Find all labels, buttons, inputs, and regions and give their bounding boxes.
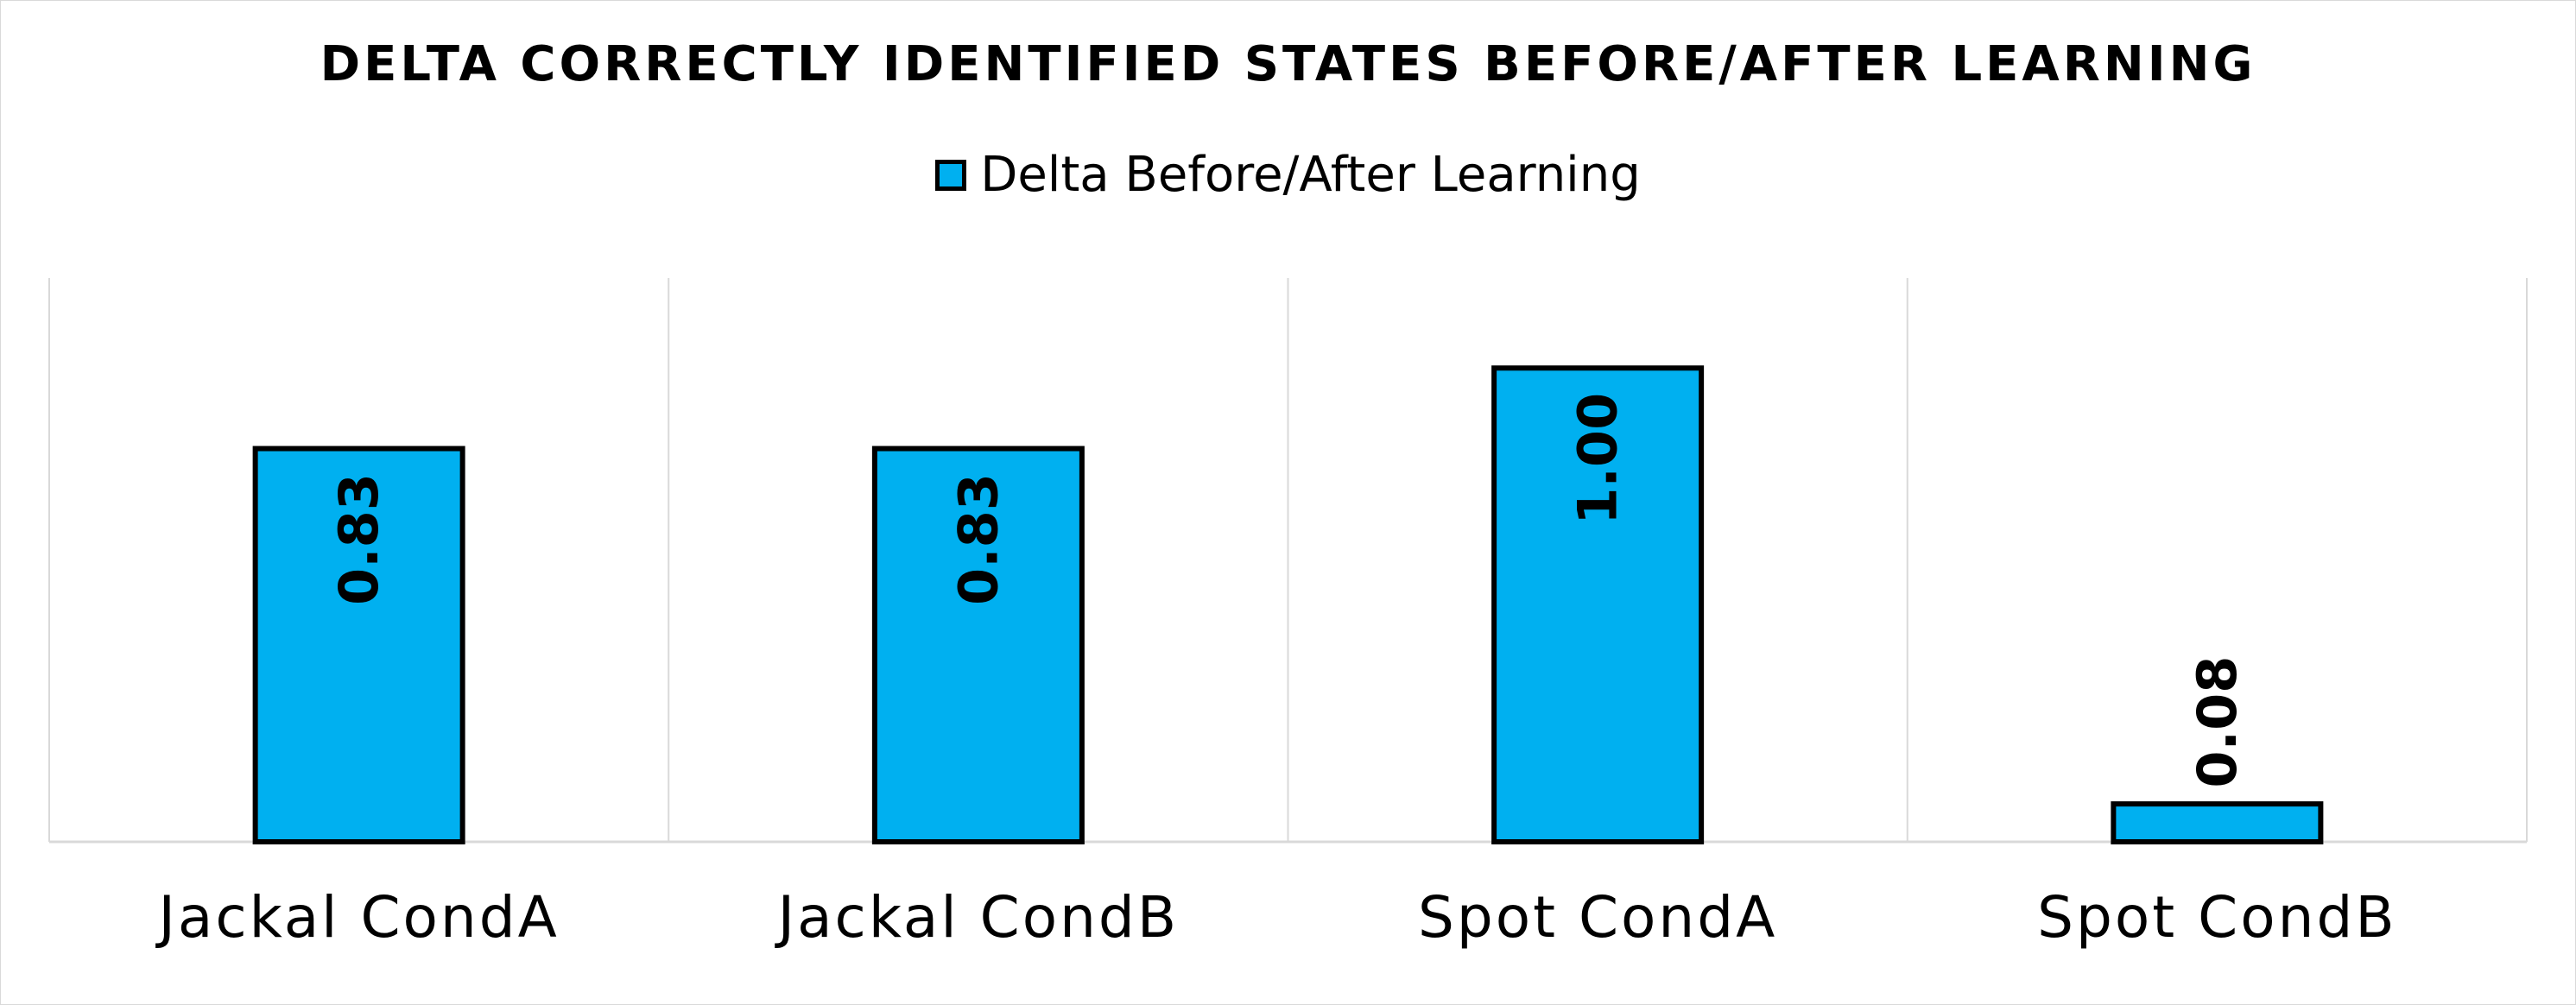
bar [1491,365,1705,844]
category-label: Jackal CondA [155,884,559,951]
bar [252,446,465,844]
bar [2111,801,2324,844]
legend-swatch [935,159,967,191]
category-label: Spot CondA [1418,884,1777,951]
legend-label: Delta Before/After Learning [980,147,1641,203]
category-label: Spot CondB [2037,884,2397,951]
data-label: 0.83 [946,473,1010,605]
bar [871,446,1085,844]
data-label: 0.83 [327,473,390,605]
category-label: Jackal CondB [775,884,1179,951]
data-label: 0.08 [2186,656,2249,788]
data-label: 1.00 [1566,393,1630,525]
chart-title: DELTA CORRECTLY IDENTIFIED STATES BEFORE… [320,36,2256,92]
legend: Delta Before/After Learning [0,147,2576,203]
